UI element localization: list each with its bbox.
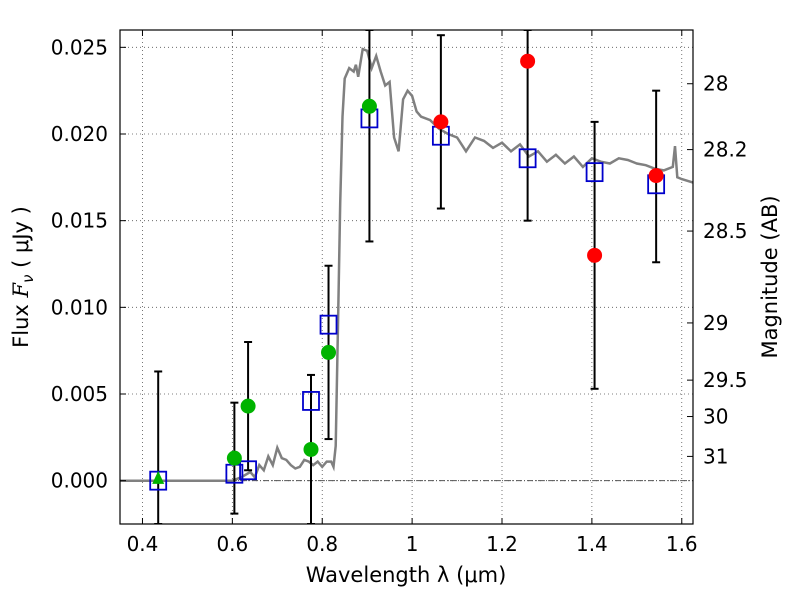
green-data-point (240, 398, 256, 414)
x-tick-label: 1.4 (576, 532, 608, 556)
plot-area (120, 30, 693, 524)
green-upper-limit-triangle (152, 470, 165, 484)
y-tick-label: 0.025 (51, 35, 108, 59)
model-band-square (239, 460, 257, 481)
right-tick-label: 31 (703, 444, 728, 468)
red-data-point (587, 247, 603, 263)
x-tick-label: 0.8 (306, 532, 338, 556)
x-axis-label: Wavelength λ (μm) (306, 563, 507, 587)
model-band-square (302, 391, 320, 411)
x-tick-label: 0.6 (216, 532, 248, 556)
x-tick-labels: 0.4 0.6 0.8 1 1.2 1.4 1.6 (127, 532, 698, 556)
y-label-suffix: ( μJy ) (9, 206, 33, 274)
y-tick-label: 0.015 (51, 209, 108, 233)
model-band-square (319, 314, 338, 335)
plot-frame (119, 29, 694, 525)
right-tick-label: 29.5 (703, 368, 748, 392)
y-tick-label: 0.000 (51, 469, 108, 493)
x-tick-label: 1 (406, 532, 419, 556)
right-tick-label: 29 (703, 311, 728, 335)
y-tick-labels: 0.000 0.005 0.010 0.015 0.020 0.025 (51, 35, 108, 492)
right-tick-labels: 28 28.2 28.5 29 29.5 30 31 (703, 72, 748, 469)
y-axis-label-left: Flux Fν ( μJy ) (9, 206, 37, 348)
red-data-point (433, 114, 449, 130)
red-data-point (648, 168, 664, 184)
y-label-subscript: ν (19, 275, 37, 283)
green-observed-points (152, 98, 377, 484)
right-tick-label: 30 (703, 405, 728, 429)
y-label-variable: F (9, 282, 33, 299)
y-axis-label-right: Magnitude (AB) (758, 195, 782, 358)
green-data-point (303, 441, 319, 457)
plot-background (120, 30, 693, 524)
green-data-point (321, 344, 337, 360)
x-tick-label: 0.4 (127, 532, 159, 556)
green-data-point (226, 450, 242, 466)
model-band-square (585, 162, 604, 183)
axis-ticks (120, 30, 693, 524)
right-tick-label: 28 (703, 72, 728, 96)
x-tick-label: 1.6 (666, 532, 698, 556)
right-tick-label: 28.5 (703, 219, 748, 243)
right-tick-label: 28.2 (703, 138, 748, 162)
red-observed-points (433, 53, 664, 263)
model-band-square (518, 148, 537, 169)
y-tick-label: 0.005 (51, 382, 108, 406)
red-data-point (520, 53, 536, 69)
y-tick-label: 0.010 (51, 295, 108, 319)
x-tick-label: 1.2 (486, 532, 518, 556)
y-label-prefix: Flux (9, 298, 33, 348)
green-data-point (361, 98, 377, 114)
y-tick-label: 0.020 (51, 122, 108, 146)
